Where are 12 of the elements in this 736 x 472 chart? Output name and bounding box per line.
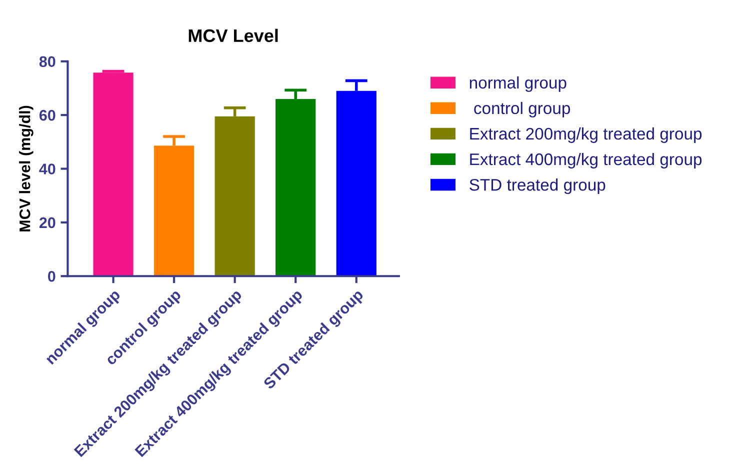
y-tick-label: 40 [39, 164, 56, 174]
y-tick-label: 20 [39, 217, 56, 228]
y-axis-title: MCV level (mg/dl) [19, 106, 34, 232]
legend-label: normal group [470, 76, 566, 92]
legend-label: control group [474, 102, 570, 118]
y-tick-label: 60 [39, 110, 56, 121]
y-tick-label: 0 [48, 270, 56, 282]
legend-label: Extract 200mg/kg treated group [470, 127, 702, 143]
y-tick-label: 80 [39, 56, 56, 68]
chart-title: MCV Level [188, 28, 278, 42]
legend-label: STD treated group [470, 178, 606, 194]
legend-label: Extract 400mg/kg treated group [470, 152, 702, 169]
